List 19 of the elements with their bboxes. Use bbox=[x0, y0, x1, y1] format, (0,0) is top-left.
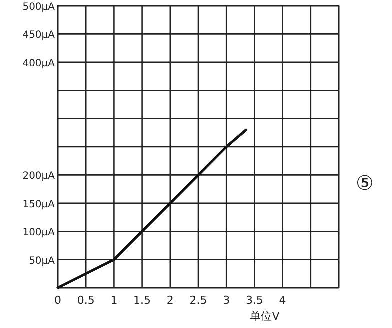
line-series bbox=[56, 128, 248, 290]
y-tick-label: 450μA bbox=[22, 30, 56, 42]
y-tick-label: 150μA bbox=[22, 199, 56, 210]
x-tick-label: 2.5 bbox=[190, 294, 208, 307]
x-tick-label: 0.5 bbox=[77, 294, 95, 307]
x-tick-label: 1 bbox=[110, 294, 118, 307]
y-tick-label: 50μA bbox=[29, 256, 56, 267]
x-tick-label: 3.5 bbox=[246, 294, 264, 307]
y-tick-label: 500μA bbox=[22, 2, 56, 13]
x-tick-label: 1.5 bbox=[134, 294, 152, 307]
x-tick-label: 2 bbox=[166, 294, 174, 307]
y-tick-label: 100μA bbox=[22, 228, 56, 239]
x-tick-label: 4 bbox=[279, 294, 286, 307]
x-axis-title: 单位V bbox=[250, 310, 280, 323]
y-tick-label: 200μA bbox=[22, 171, 56, 182]
x-tick-label: 3 bbox=[223, 294, 230, 307]
text: ⑤ bbox=[356, 171, 374, 195]
y-tick-label: 400μA bbox=[22, 58, 56, 70]
x-tick-label: 0 bbox=[54, 294, 62, 307]
